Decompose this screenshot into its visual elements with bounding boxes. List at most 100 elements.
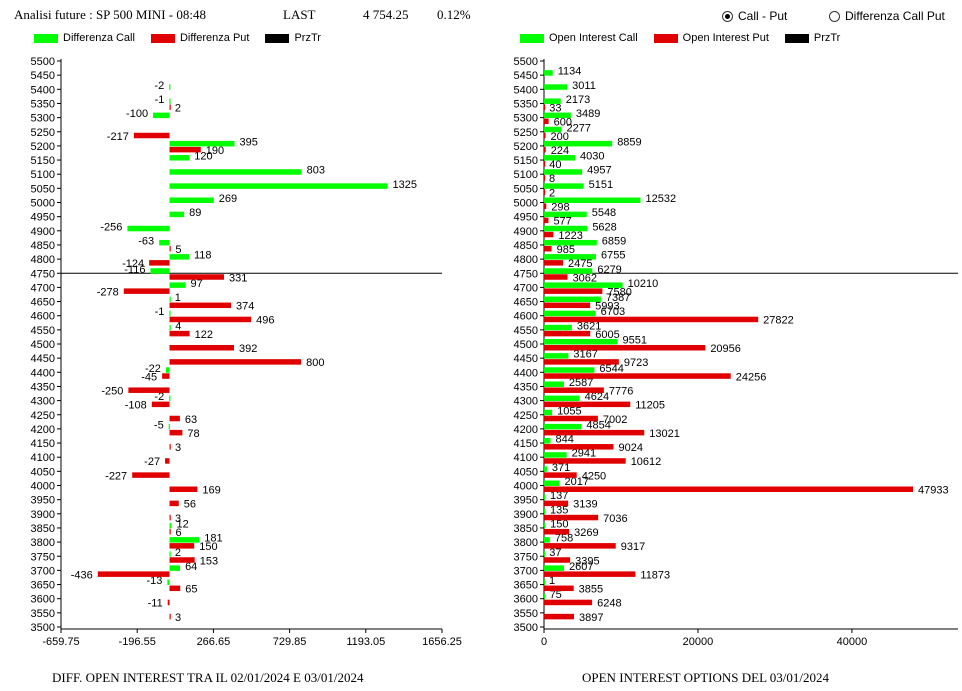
left-put-value: 190 — [206, 145, 224, 157]
left-put-value: 122 — [195, 329, 213, 341]
left-put-bar — [169, 330, 190, 337]
right-call-value: 10210 — [628, 278, 659, 290]
right-strike-label: 3950 — [514, 495, 538, 507]
right-put-bar — [544, 189, 546, 195]
right-strike-label: 5100 — [514, 169, 538, 181]
right-put-value: 6005 — [595, 329, 619, 341]
right-call-bar — [544, 296, 601, 303]
left-call-bar — [169, 183, 388, 189]
price-swatch — [265, 33, 290, 43]
right-call-bar — [544, 98, 561, 104]
left-put-bar — [169, 429, 183, 436]
right-put-value: 9317 — [621, 541, 645, 553]
right-strike-label: 5350 — [514, 98, 538, 110]
right-call-value: 150 — [550, 518, 568, 530]
left-put-value: -124 — [122, 258, 144, 270]
left-call-value: 1 — [175, 292, 181, 304]
right-strike-label: 3700 — [514, 565, 538, 577]
right-call-bar — [544, 268, 593, 274]
right-strike-label: 4550 — [514, 325, 538, 337]
left-put-value: 3 — [175, 513, 181, 525]
radio-differenza[interactable]: Differenza Call Put — [829, 9, 945, 23]
left-call-value: 97 — [190, 278, 202, 290]
right-put-bar — [544, 472, 577, 478]
left-strike-label: 5150 — [31, 155, 55, 167]
left-put-bar — [169, 415, 180, 422]
left-call-value: 269 — [219, 193, 237, 205]
left-strike-label: 4200 — [31, 424, 55, 436]
right-put-bar — [544, 415, 598, 422]
right-call-bar — [544, 452, 567, 458]
left-call-bar — [169, 395, 171, 402]
left-call-bar — [169, 140, 235, 147]
right-put-bar — [544, 543, 616, 549]
left-call-value: 4 — [175, 320, 181, 332]
right-strike-label: 4700 — [514, 282, 538, 294]
left-x-tick-label: 1656.25 — [422, 636, 462, 648]
right-call-value: 3011 — [572, 80, 596, 92]
left-strike-label: 5200 — [31, 141, 55, 153]
left-put-bar — [128, 387, 170, 393]
radio-call-put-label: Call - Put — [738, 9, 788, 23]
left-call-bar — [169, 310, 171, 317]
left-call-value: 120 — [194, 151, 212, 163]
left-call-bar — [169, 324, 171, 331]
left-call-bar — [169, 169, 302, 175]
right-call-bar — [544, 140, 613, 147]
right-call-value: 6544 — [599, 363, 623, 375]
left-put-bar — [169, 316, 252, 323]
right-call-bar — [544, 494, 546, 501]
right-put-value: 224 — [551, 145, 569, 157]
left-strike-label: 5500 — [31, 56, 55, 68]
left-put-value: 150 — [199, 541, 217, 553]
right-call-bar — [544, 593, 546, 600]
right-put-bar — [544, 260, 564, 266]
right-strike-label: 4200 — [514, 424, 538, 436]
right-strike-label: 4500 — [514, 339, 538, 351]
left-call-bar — [169, 565, 181, 571]
left-strike-label: 4300 — [31, 396, 55, 408]
right-put-bar — [544, 302, 591, 309]
right-call-bar — [544, 70, 553, 76]
right-put-value: 3855 — [579, 584, 603, 596]
right-put-value: 33 — [549, 102, 561, 114]
right-put-value: 1223 — [558, 230, 582, 242]
left-call-value: -13 — [146, 575, 162, 587]
left-put-bar — [151, 401, 170, 408]
left-strike-label: 4950 — [31, 212, 55, 224]
left-put-value: 331 — [229, 272, 247, 284]
right-put-bar — [544, 429, 645, 436]
left-call-bar — [168, 423, 170, 430]
left-call-value: 395 — [240, 136, 258, 148]
left-strike-label: 4450 — [31, 353, 55, 365]
radio-call-put[interactable]: Call - Put — [722, 9, 787, 23]
left-put-value: 2 — [175, 102, 181, 114]
right-put-value: 600 — [554, 117, 572, 129]
left-call-bar — [169, 254, 189, 260]
left-call-value: 12 — [177, 518, 189, 530]
right-x-tick-label: 0 — [541, 636, 547, 648]
left-call-bar — [169, 537, 200, 543]
right-put-value: 9723 — [624, 357, 648, 369]
left-put-bar — [169, 514, 171, 521]
left-strike-label: 5450 — [31, 70, 55, 82]
last-label: LAST — [283, 7, 316, 22]
right-put-bar — [544, 161, 546, 167]
left-put-value: 3 — [175, 612, 181, 624]
left-strike-label: 4250 — [31, 410, 55, 422]
right-call-value: 5628 — [592, 221, 616, 233]
right-call-value: 4854 — [586, 419, 610, 431]
right-call-bar — [544, 339, 618, 345]
right-put-value: 10612 — [631, 456, 662, 468]
left-x-tick-label: 1193.05 — [346, 636, 385, 648]
right-call-bar — [544, 522, 546, 529]
left-x-tick-label: -659.75 — [42, 636, 79, 648]
left-strike-label: 4000 — [31, 481, 55, 493]
left-put-value: 56 — [184, 499, 196, 511]
left-put-bar — [97, 571, 170, 577]
left-call-bar — [169, 522, 172, 529]
right-call-value: 4624 — [585, 391, 609, 403]
left-strike-label: 3500 — [31, 622, 55, 634]
right-put-value: 3395 — [575, 555, 599, 567]
